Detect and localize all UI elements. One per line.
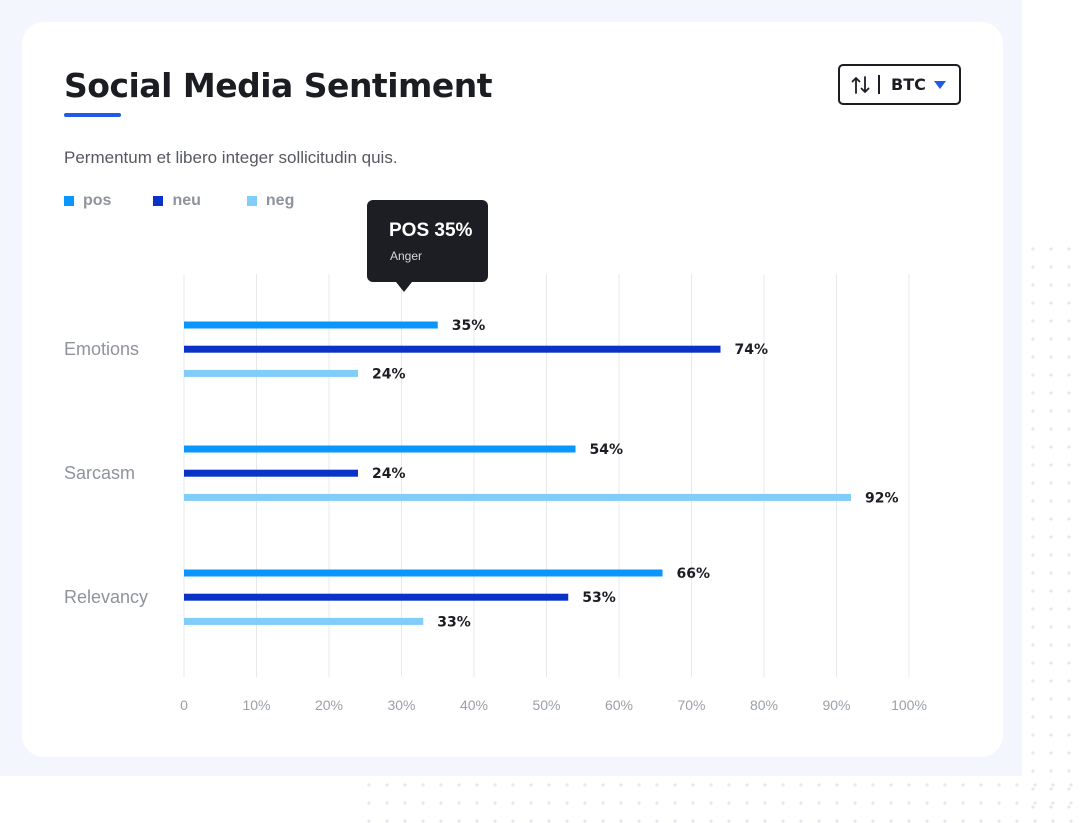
legend-swatch-neg [246,196,257,206]
chart-legend: pos neu neg [64,192,294,210]
x-tick-label: 90% [822,697,850,713]
legend-label-pos: pos [83,192,112,209]
x-tick-label: 60% [605,697,633,713]
x-tick-label: 30% [387,697,415,713]
x-tick-label: 80% [750,697,778,713]
sort-arrows-icon [850,74,872,96]
selector-divider [878,75,880,94]
x-tick-label: 50% [532,697,560,713]
legend-label-neg: neg [265,192,295,209]
legend-swatch-pos [64,196,74,206]
dot-pattern-bottom [360,776,1080,823]
x-tick-label: 10% [242,697,270,713]
bar-pos [184,569,663,577]
chart-title: Social Media Sentiment [64,66,493,105]
category-label: Relevancy [64,587,148,607]
bar-neg [184,617,424,625]
data-label: 24% [372,366,406,382]
bar-neg [184,369,358,377]
bar-neu [184,469,358,477]
legend-item-neg[interactable]: neg [246,192,295,210]
x-tick-label: 40% [460,697,488,713]
legend-label-neu: neu [172,192,201,209]
tooltip-title: POS 35% [389,220,473,241]
legend-item-pos[interactable]: pos [64,192,111,210]
bar-neg [184,493,851,501]
x-tick-label: 0 [180,697,188,713]
chart-subtitle: Permentum et libero integer sollicitudin… [64,148,398,167]
tooltip-subtitle: Anger [390,249,423,263]
bar-neu [184,345,721,353]
bar-neu [184,593,569,601]
x-tick-label: 70% [677,697,705,713]
data-label: 35% [452,318,486,334]
data-label: 66% [677,566,711,582]
legend-item-neu[interactable]: neu [153,192,201,210]
currency-selector[interactable]: BTC [838,64,961,105]
data-label: 33% [437,614,471,630]
dot-pattern-right [1024,240,1080,823]
data-label: 92% [865,490,899,506]
chart-tooltip: POS 35% Anger [367,200,488,292]
bar-pos [184,321,438,329]
title-underline [64,113,121,117]
data-label: 24% [372,466,406,482]
caret-down-icon [933,80,946,89]
legend-swatch-neu [153,196,164,206]
bar-pos [184,445,576,453]
selector-label: BTC [891,75,926,94]
data-label: 53% [582,590,616,606]
category-label: Sarcasm [64,463,135,483]
data-label: 54% [590,442,624,458]
category-label: Emotions [64,339,139,359]
x-tick-label: 100% [891,697,927,713]
x-tick-label: 20% [315,697,343,713]
chart-card: Social Media Sentiment Permentum et libe… [22,22,1003,757]
data-label: 74% [735,342,769,358]
